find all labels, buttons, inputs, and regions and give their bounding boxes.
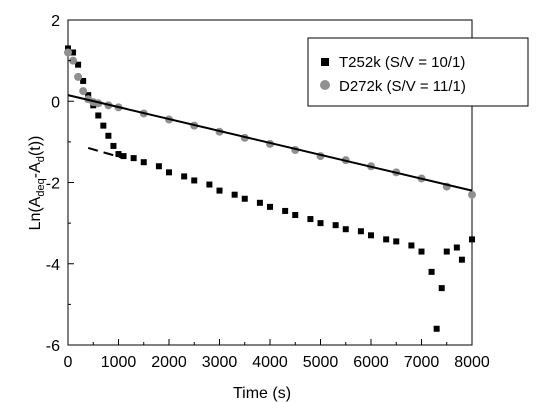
legend-label-series-2: D272k (S/V = 11/1): [339, 78, 466, 95]
data-point-series-2: [74, 72, 83, 81]
data-point-series-1: [438, 285, 445, 292]
data-point-series-1: [383, 236, 390, 243]
data-point-series-1: [443, 248, 450, 255]
data-point-series-1: [216, 187, 223, 194]
x-axis-label: Time (s): [233, 385, 291, 402]
legend-marker-series-2: [320, 80, 330, 90]
data-point-series-1: [191, 177, 198, 184]
data-point-series-1: [75, 61, 82, 68]
data-point-series-1: [181, 173, 188, 180]
x-tick-label: 5000: [303, 354, 339, 371]
data-point-series-1: [317, 220, 324, 227]
data-point-series-2: [69, 56, 78, 65]
data-point-series-1: [357, 228, 364, 235]
fit-line-2: [87, 147, 124, 160]
x-tick-label: 3000: [202, 354, 238, 371]
y-axis-label: Ln(Adeq-Ad(t)): [27, 136, 47, 231]
data-point-series-1: [95, 112, 102, 119]
data-point-series-1: [393, 238, 400, 245]
data-point-series-2: [468, 190, 476, 199]
data-point-series-1: [120, 153, 127, 160]
data-point-series-1: [130, 155, 137, 162]
data-point-series-1: [368, 232, 374, 239]
data-point-series-1: [70, 49, 77, 56]
y-tick-label: -4: [46, 257, 60, 274]
x-tick-label: 8000: [454, 354, 490, 371]
data-point-series-2: [79, 87, 88, 96]
y-tick-label: 2: [51, 13, 60, 30]
data-point-series-1: [80, 77, 87, 84]
legend-marker-series-1: [321, 58, 329, 66]
x-tick-label: 0: [64, 354, 73, 371]
data-point-series-1: [469, 236, 475, 243]
data-point-series-1: [110, 142, 117, 149]
data-point-series-1: [453, 244, 460, 251]
x-axis: 0 1000 2000 3000 4000 5000 6000 7000 8000: [64, 339, 490, 371]
x-tick-label: 1000: [101, 354, 137, 371]
y-tick-label: -6: [46, 338, 60, 355]
data-point-series-1: [85, 92, 92, 99]
data-point-series-2: [64, 48, 72, 57]
x-tick-label: 4000: [252, 354, 288, 371]
data-point-series-1: [105, 132, 112, 139]
data-point-series-1: [342, 226, 349, 233]
legend-label-series-1: T252k (S/V = 10/1): [339, 54, 465, 71]
data-point-series-1: [408, 242, 415, 249]
data-point-series-1: [292, 212, 299, 218]
legend: T252k (S/V = 10/1) D272k (S/V = 11/1): [307, 37, 529, 107]
legend-box: [307, 37, 529, 107]
y-tick-label: -2: [46, 176, 60, 193]
data-point-series-1: [267, 203, 273, 210]
data-point-series-1: [140, 159, 147, 166]
data-point-series-1: [65, 45, 71, 52]
x-tick-label: 6000: [353, 354, 389, 371]
data-point-series-1: [206, 181, 213, 188]
y-axis: -6 -4 -2 0 2: [46, 13, 74, 355]
fit-line-1: [67, 94, 473, 192]
data-point-series-1: [428, 268, 435, 275]
data-point-series-1: [307, 216, 314, 223]
data-point-series-1: [166, 169, 172, 176]
data-point-series-1: [231, 191, 238, 198]
data-point-series-1: [155, 163, 162, 170]
data-point-series-1: [332, 222, 339, 229]
x-tick-label: 7000: [404, 354, 440, 371]
data-point-series-1: [115, 151, 122, 158]
data-point-series-1: [418, 248, 425, 255]
data-point-series-1: [241, 195, 248, 202]
y-tick-label: 0: [51, 94, 60, 111]
data-point-series-1: [100, 122, 107, 129]
data-point-series-1: [433, 325, 440, 332]
x-tick-label: 2000: [151, 354, 187, 371]
data-point-series-1: [282, 207, 289, 214]
data-point-series-1: [458, 256, 465, 263]
data-point-series-1: [256, 199, 263, 206]
